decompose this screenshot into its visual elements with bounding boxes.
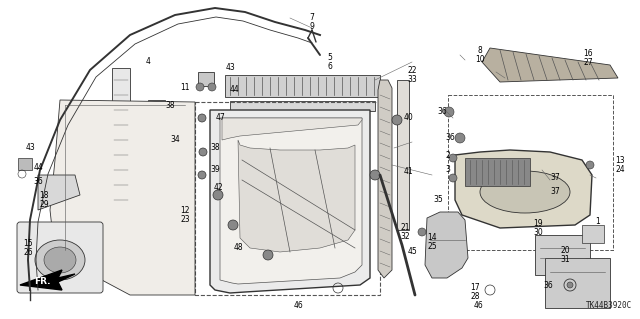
Text: FR.: FR. <box>34 278 51 286</box>
Circle shape <box>392 115 402 125</box>
Text: 8
10: 8 10 <box>475 46 485 64</box>
Bar <box>112 68 130 223</box>
Text: 44: 44 <box>33 164 43 173</box>
Ellipse shape <box>35 240 85 280</box>
Circle shape <box>418 228 426 236</box>
Text: 37: 37 <box>550 174 560 182</box>
Circle shape <box>152 147 158 153</box>
Polygon shape <box>20 270 75 290</box>
Bar <box>198 72 214 86</box>
Circle shape <box>456 228 464 236</box>
Text: 12
23: 12 23 <box>180 206 190 224</box>
Circle shape <box>455 133 465 143</box>
Circle shape <box>213 190 223 200</box>
Circle shape <box>199 148 207 156</box>
Text: 17
28: 17 28 <box>470 283 480 301</box>
Text: 34: 34 <box>170 136 180 145</box>
Bar <box>18 158 32 170</box>
Text: 19
30: 19 30 <box>533 219 543 237</box>
Text: 5
6: 5 6 <box>328 53 332 71</box>
Text: 38: 38 <box>165 100 175 109</box>
Circle shape <box>449 174 457 182</box>
Text: 35: 35 <box>433 196 443 204</box>
Polygon shape <box>378 80 392 278</box>
Bar <box>230 101 375 111</box>
Text: 39: 39 <box>210 166 220 174</box>
Text: 46: 46 <box>473 300 483 309</box>
Text: 41: 41 <box>403 167 413 176</box>
Text: 37: 37 <box>550 188 560 197</box>
Circle shape <box>449 154 457 162</box>
Polygon shape <box>238 140 355 252</box>
Circle shape <box>198 114 206 122</box>
Text: 42: 42 <box>213 183 223 192</box>
Circle shape <box>370 170 380 180</box>
Text: 38: 38 <box>210 144 220 152</box>
Text: 18
29: 18 29 <box>39 191 49 209</box>
Text: 1: 1 <box>596 218 600 226</box>
Polygon shape <box>455 150 592 228</box>
Circle shape <box>196 83 204 91</box>
Text: 4: 4 <box>145 57 150 66</box>
Text: TK44B3920C: TK44B3920C <box>586 301 632 310</box>
FancyBboxPatch shape <box>17 222 103 293</box>
Text: 20
31: 20 31 <box>560 246 570 264</box>
Circle shape <box>152 127 158 133</box>
Bar <box>582 225 604 243</box>
Bar <box>225 75 380 97</box>
Polygon shape <box>38 175 80 210</box>
Text: 36: 36 <box>543 280 553 290</box>
Polygon shape <box>482 48 618 82</box>
Polygon shape <box>148 100 178 170</box>
Polygon shape <box>425 212 468 278</box>
Text: 7
9: 7 9 <box>310 13 314 31</box>
Polygon shape <box>220 118 362 284</box>
Text: 48: 48 <box>233 243 243 253</box>
Circle shape <box>228 220 238 230</box>
Text: 47: 47 <box>215 114 225 122</box>
Bar <box>465 158 530 186</box>
Circle shape <box>198 171 206 179</box>
Text: 43: 43 <box>25 144 35 152</box>
Text: 16
27: 16 27 <box>583 49 593 67</box>
Text: 36: 36 <box>445 133 455 143</box>
Text: 36: 36 <box>33 177 43 187</box>
Circle shape <box>263 250 273 260</box>
Bar <box>397 80 409 230</box>
Polygon shape <box>210 110 370 293</box>
Bar <box>448 95 613 250</box>
Text: 46: 46 <box>293 300 303 309</box>
Text: 45: 45 <box>407 248 417 256</box>
Ellipse shape <box>44 247 76 273</box>
Polygon shape <box>50 100 195 295</box>
Text: 44: 44 <box>230 85 240 94</box>
Text: 22
33: 22 33 <box>407 66 417 84</box>
Circle shape <box>586 161 594 169</box>
Text: 13
24: 13 24 <box>615 156 625 174</box>
Bar <box>545 258 610 308</box>
Text: 14
25: 14 25 <box>427 233 437 251</box>
Text: 21
32: 21 32 <box>400 223 410 241</box>
Circle shape <box>152 107 158 113</box>
Text: 11: 11 <box>180 84 189 93</box>
Circle shape <box>208 83 216 91</box>
Text: 2: 2 <box>445 151 451 160</box>
Text: 40: 40 <box>403 114 413 122</box>
Circle shape <box>444 107 454 117</box>
Text: 43: 43 <box>225 63 235 72</box>
Ellipse shape <box>480 171 570 213</box>
Polygon shape <box>222 118 362 140</box>
Text: 36: 36 <box>437 108 447 116</box>
Bar <box>195 102 380 295</box>
Bar <box>535 235 590 275</box>
Circle shape <box>567 282 573 288</box>
Text: 3: 3 <box>445 166 451 174</box>
Text: 15
26: 15 26 <box>23 239 33 257</box>
